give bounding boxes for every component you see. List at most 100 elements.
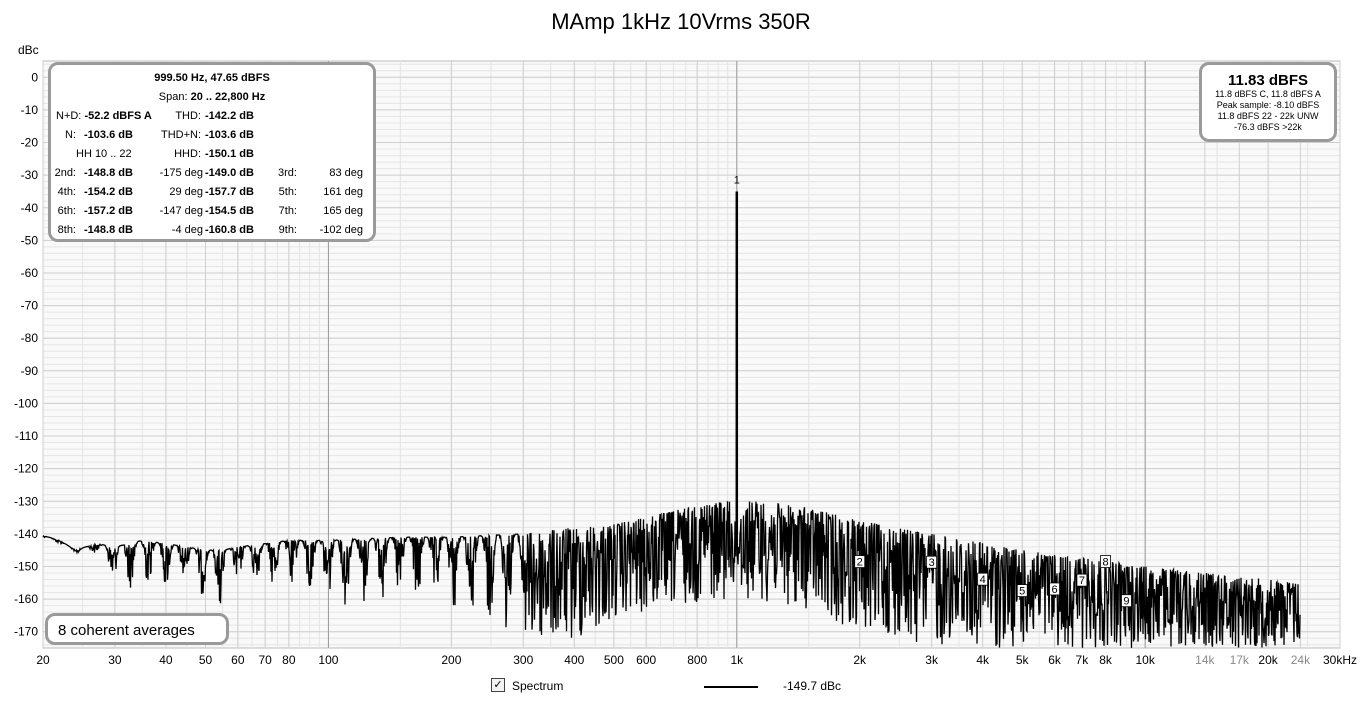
major-gridlines xyxy=(42,61,1341,648)
y-tick-label: -10 xyxy=(21,103,39,117)
x-tick-label: 70 xyxy=(258,653,272,667)
x-tick-label: 8k xyxy=(1099,653,1113,667)
x-tick-label: 40 xyxy=(159,653,173,667)
thd-value: -142.2 dB xyxy=(205,110,254,122)
thd-label: THD: xyxy=(175,110,201,122)
x-tick-label: 14k xyxy=(1195,653,1215,667)
harmonic-9-value: -160.8 dB xyxy=(205,224,254,236)
n-value: -103.6 dB xyxy=(84,129,133,141)
x-tick-label: 20k xyxy=(1258,653,1278,667)
x-tick-labels: 20 30 40 50 60 70 80 100 200 300 400 500 600 800 1k 2k 3… xyxy=(36,653,1357,667)
harmonic-marker-label: 1 xyxy=(734,174,740,186)
harmonic-5-phase: 161 deg xyxy=(323,186,363,198)
y-tick-label: -70 xyxy=(21,299,39,313)
level-panel[interactable]: 11.83 dBFS 11.8 dBFS C, 11.8 dBFS A Peak… xyxy=(1199,62,1337,142)
x-tick-label: 200 xyxy=(441,653,461,667)
harmonic-9-label: 9th: xyxy=(278,224,297,236)
harmonic-marker-label: 4 xyxy=(980,574,986,586)
harmonic-2-value: -148.8 dB xyxy=(84,167,133,179)
x-tick-label: 20 xyxy=(36,653,50,667)
fundamental-readout: 999.50 Hz, 47.65 dBFS xyxy=(154,72,270,84)
x-tick-label: 30kHz xyxy=(1323,653,1357,667)
harmonic-6-phase: -147 deg xyxy=(159,205,203,217)
y-tick-label: -60 xyxy=(21,266,39,280)
harmonic-marker-box xyxy=(1049,582,1060,596)
y-tick-label: -80 xyxy=(21,331,39,345)
legend-cursor-value: -149.7 dBc xyxy=(783,679,842,693)
spectrum-line xyxy=(42,501,1301,648)
harmonic-markers: 1 2 3 4 5 6 7 8 9 xyxy=(734,174,1132,608)
hhd-label: HHD: xyxy=(174,148,201,160)
harmonic-marker-box xyxy=(977,572,989,586)
y-tick-label: -30 xyxy=(21,168,39,182)
y-tick-label: -40 xyxy=(21,201,39,215)
y-tick-label: -120 xyxy=(14,462,38,476)
x-tick-label: 4k xyxy=(976,653,990,667)
y-tick-label: -100 xyxy=(14,396,38,410)
harmonic-3-phase: 83 deg xyxy=(329,167,363,179)
x-tick-label: 5k xyxy=(1016,653,1030,667)
harmonic-marker-label: 7 xyxy=(1079,575,1085,587)
chart-title: MAmp 1kHz 10Vrms 350R xyxy=(551,9,811,34)
y-tick-labels: 0 -10 -20 -30 -40 -50 -60 -70 -80 -90 -100 -110 -120… xyxy=(14,70,38,638)
x-tick-label: 50 xyxy=(199,653,213,667)
harmonic-3-value: -149.0 dB xyxy=(205,167,254,179)
x-tick-label: 300 xyxy=(513,653,533,667)
harmonic-marker-label: 5 xyxy=(1019,586,1025,598)
thdn-value: -103.6 dB xyxy=(205,129,254,141)
level-line-1: 11.8 dBFS C, 11.8 dBFS A xyxy=(1215,89,1321,99)
x-tick-label: 1k xyxy=(730,653,744,667)
level-main: 11.83 dBFS xyxy=(1227,72,1309,89)
harmonic-4-label: 4th: xyxy=(57,186,76,198)
y-tick-label: -160 xyxy=(14,592,38,606)
harmonic-5-label: 5th: xyxy=(278,186,297,198)
x-tick-label: 24k xyxy=(1291,653,1311,667)
y-tick-label: -130 xyxy=(14,494,38,508)
harmonic-marker-box xyxy=(1100,555,1111,568)
x-tick-label: 80 xyxy=(282,653,296,667)
harmonic-marker-label: 9 xyxy=(1123,596,1129,608)
harmonic-marker-label: 3 xyxy=(929,557,935,569)
level-line-4: -76.3 dBFS >22k xyxy=(1234,122,1302,132)
harmonic-4-phase: 29 deg xyxy=(169,186,203,198)
x-tick-label: 600 xyxy=(636,653,656,667)
spectrum-trace xyxy=(42,191,1301,648)
y-tick-label: -110 xyxy=(15,429,38,443)
x-tick-label: 17k xyxy=(1230,653,1250,667)
y-tick-label: -20 xyxy=(21,136,39,150)
nd-label: N+D: xyxy=(56,110,82,122)
x-tick-label: 500 xyxy=(604,653,624,667)
level-line-2: Peak sample: -8.10 dBFS xyxy=(1216,100,1320,110)
level-line-3: 11.8 dBFS 22 - 22k UNW xyxy=(1217,111,1319,121)
harmonic-marker-label: 2 xyxy=(857,557,863,569)
harmonic-marker-label: 6 xyxy=(1052,584,1058,596)
span-label: Span: xyxy=(158,91,188,103)
legend-line-swatch xyxy=(704,686,758,688)
x-tick-label: 3k xyxy=(925,653,939,667)
span-value: 20 .. 22,800 Hz xyxy=(190,91,266,103)
y-tick-label: -150 xyxy=(14,559,38,573)
harmonic-7-value: -154.5 dB xyxy=(205,205,254,217)
x-tick-label: 60 xyxy=(231,653,245,667)
averages-badge: 8 coherent averages xyxy=(45,613,229,645)
harmonic-4-value: -154.2 dB xyxy=(84,186,133,198)
y-axis-unit: dBc xyxy=(18,43,39,57)
y-tick-label: -50 xyxy=(21,233,39,247)
nd-value: -52.2 dBFS A xyxy=(84,110,152,122)
x-tick-label: 2k xyxy=(853,653,867,667)
y-tick-label: 0 xyxy=(31,70,38,84)
spectrum-checkbox[interactable]: ✓ xyxy=(491,678,505,692)
harmonic-8-label: 8th: xyxy=(57,224,76,236)
y-tick-label: -170 xyxy=(14,625,38,639)
harmonic-6-value: -157.2 dB xyxy=(84,205,133,217)
measurement-panel[interactable]: 999.50 Hz, 47.65 dBFS Span: 20 .. 22,800… xyxy=(48,62,376,242)
n-label: N: xyxy=(65,129,76,141)
x-tick-label: 100 xyxy=(318,653,338,667)
harmonic-7-phase: 165 deg xyxy=(323,205,363,217)
harmonic-3-label: 3rd: xyxy=(278,167,297,179)
y-tick-label: -90 xyxy=(21,364,39,378)
harmonic-2-phase: -175 deg xyxy=(159,167,203,179)
x-tick-label: 30 xyxy=(108,653,122,667)
thdn-label: THD+N: xyxy=(160,129,201,141)
